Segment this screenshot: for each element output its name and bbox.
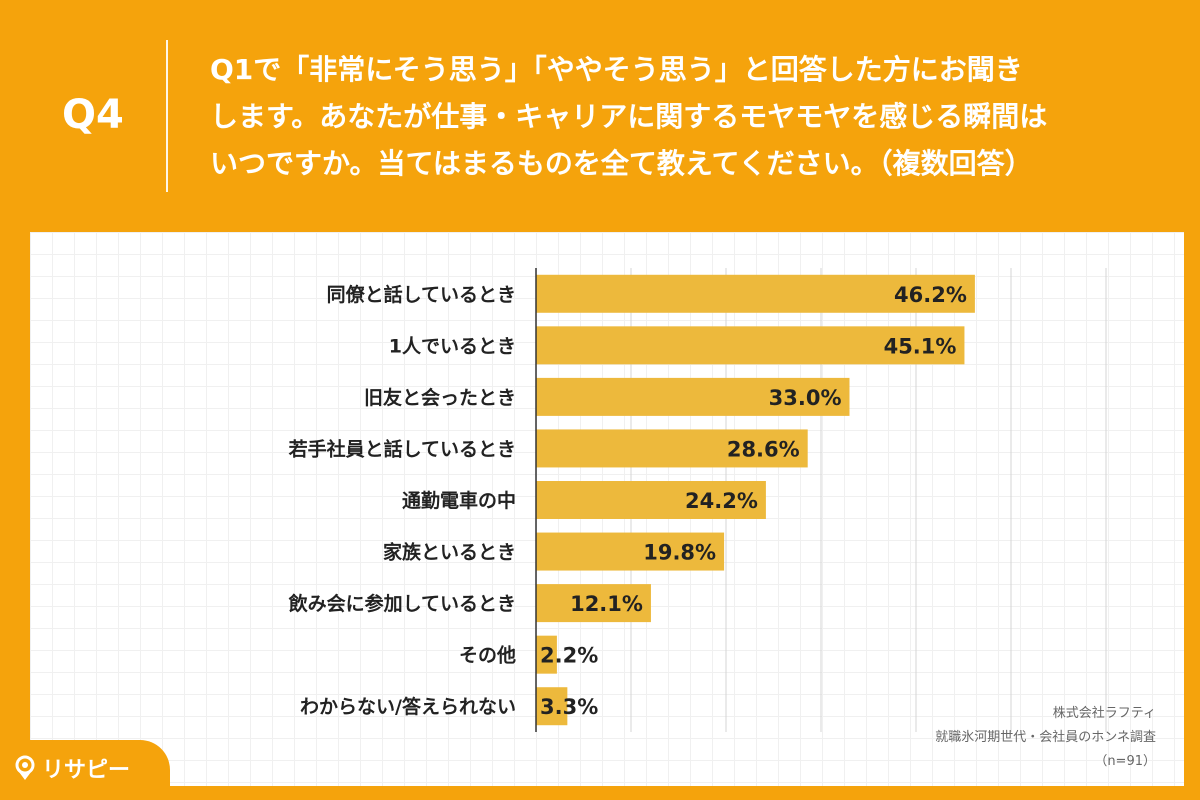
category-label: 若手社員と話しているとき xyxy=(289,437,516,460)
category-label: 飲み会に参加しているとき xyxy=(288,592,516,615)
value-label: 3.3% xyxy=(540,695,598,719)
question-number: Q4 xyxy=(62,92,124,138)
bar xyxy=(536,481,766,519)
brand-logo: リサピー xyxy=(14,752,130,784)
header: Q4 Q1で「非常にそう思う」「ややそう思う」と回答した方にお聞き します。あな… xyxy=(0,0,1200,230)
category-label: 同僚と話しているとき xyxy=(327,283,516,306)
credit-survey: 就職氷河期世代・会社員のホンネ調査 xyxy=(935,730,1156,745)
value-label: 45.1% xyxy=(884,334,957,358)
category-label: 旧友と会ったとき xyxy=(364,386,516,409)
credit-company: 株式会社ラフティ xyxy=(1052,706,1156,721)
header-divider xyxy=(166,40,168,192)
value-label: 2.2% xyxy=(540,644,598,668)
bar xyxy=(536,326,965,365)
bar xyxy=(536,635,557,674)
value-label: 28.6% xyxy=(727,437,800,461)
bar xyxy=(536,687,568,726)
category-label: 通勤電車の中 xyxy=(402,489,516,512)
bar xyxy=(536,429,808,468)
category-label: 1人でいるとき xyxy=(389,335,516,357)
bar xyxy=(536,377,850,416)
map-pin-icon xyxy=(15,755,35,780)
value-label: 19.8% xyxy=(643,541,716,565)
category-label: 家族といるとき xyxy=(383,541,516,564)
credit-sample: （n=91） xyxy=(1094,754,1156,769)
category-label: わからない/答えられない xyxy=(300,695,516,718)
bar xyxy=(536,584,651,623)
question-line: いつですか。当てはまるものを全て教えてください。（複数回答） xyxy=(210,147,1033,180)
chart-panel: 同僚と話しているとき 46.2% 1人でいるとき 45.1% 旧友と会ったとき 33.0%… xyxy=(30,232,1184,786)
value-label: 24.2% xyxy=(685,489,758,513)
value-label: 33.0% xyxy=(769,386,842,410)
credit: 株式会社ラフティ 就職氷河期世代・会社員のホンネ調査 （n=91） xyxy=(935,702,1156,774)
logo-area: リサピー xyxy=(0,740,170,800)
logo-text: リサピー xyxy=(42,758,131,783)
value-label: 46.2% xyxy=(894,283,967,307)
bar-chart: 同僚と話しているとき 46.2% 1人でいるとき 45.1% 旧友と会ったとき 33.0%… xyxy=(288,268,1107,732)
value-label: 12.1% xyxy=(570,592,643,616)
bar xyxy=(536,532,725,571)
category-label: その他 xyxy=(459,644,516,667)
question-line: します。あなたが仕事・キャリアに関するモヤモヤを感じる瞬間は xyxy=(210,100,1048,133)
question-line: Q1で「非常にそう思う」「ややそう思う」と回答した方にお聞き xyxy=(210,53,1023,86)
question-text: Q1で「非常にそう思う」「ややそう思う」と回答した方にお聞き します。あなたが仕… xyxy=(210,46,1170,187)
bar xyxy=(536,274,975,313)
